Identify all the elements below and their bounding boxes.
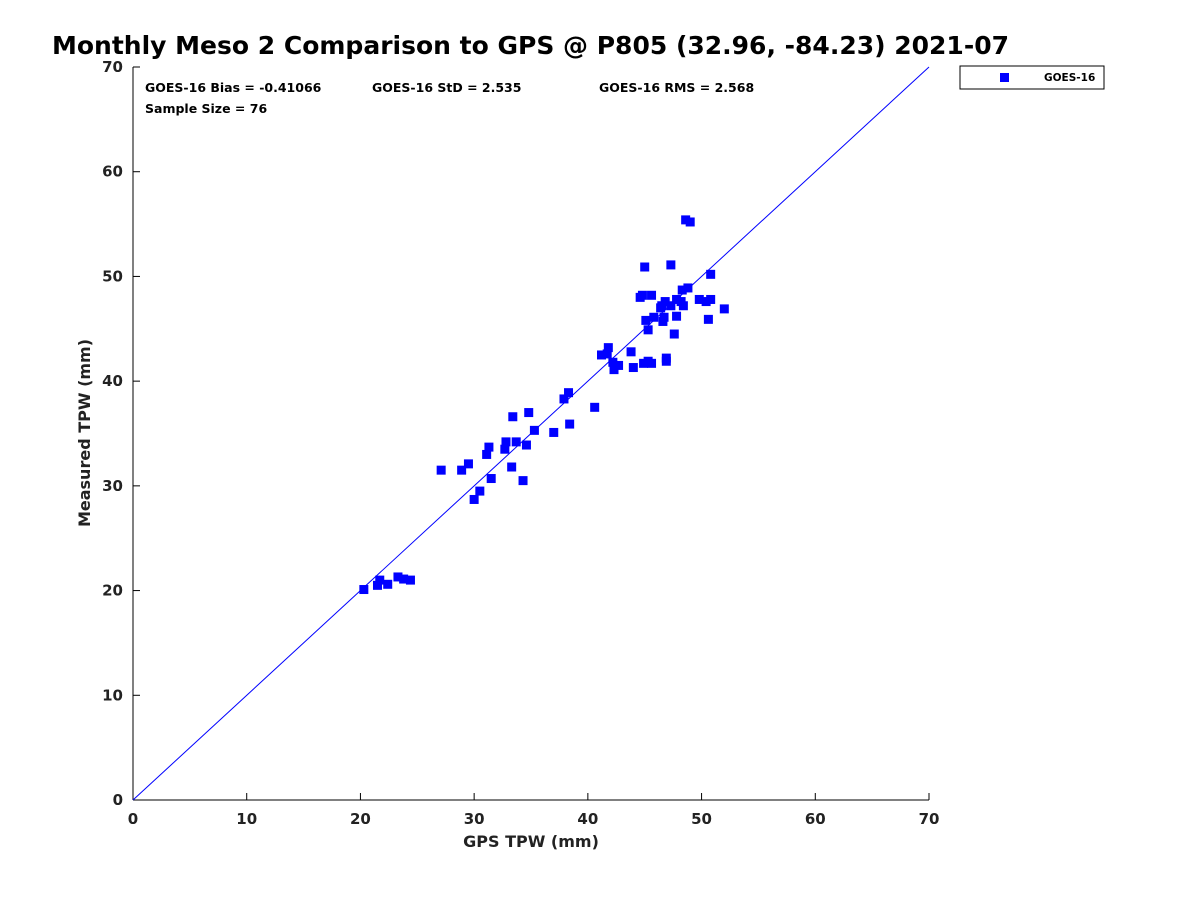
y-tick-label: 60: [102, 163, 123, 181]
data-point: [501, 437, 511, 447]
data-point: [706, 269, 716, 279]
data-point: [701, 297, 711, 307]
y-axis-label: Measured TPW (mm): [75, 339, 94, 527]
data-point: [661, 353, 671, 363]
data-point: [559, 394, 569, 404]
data-point: [457, 465, 467, 475]
data-point: [703, 314, 713, 324]
data-point: [672, 294, 682, 304]
legend-marker-square: [1000, 73, 1009, 82]
data-point: [475, 486, 485, 496]
legend-box: [959, 65, 1105, 90]
data-point: [564, 388, 574, 398]
data-point: [643, 325, 653, 335]
data-point: [482, 449, 492, 459]
y-tick-label: 10: [102, 686, 123, 704]
chart-title: Monthly Meso 2 Comparison to GPS @ P805 …: [52, 31, 1009, 60]
x-tick-label: 50: [691, 810, 712, 828]
x-tick-label: 70: [919, 810, 940, 828]
data-point: [603, 343, 613, 353]
data-point: [669, 329, 679, 339]
data-point: [614, 360, 624, 370]
data-point: [666, 301, 676, 311]
data-point: [518, 476, 528, 486]
x-tick-label: 10: [236, 810, 257, 828]
data-point: [672, 311, 682, 321]
x-tick-label: 20: [350, 810, 371, 828]
data-point: [500, 444, 510, 454]
stats-annotations: GOES-16 Bias = -0.41066 GOES-16 StD = 2.…: [145, 80, 754, 116]
data-point: [524, 408, 534, 418]
data-point: [694, 294, 704, 304]
data-point: [508, 412, 518, 422]
x-tick-label: 40: [577, 810, 598, 828]
data-point: [529, 425, 539, 435]
data-point: [719, 304, 729, 314]
data-point: [666, 260, 676, 270]
data-point: [602, 349, 612, 359]
y-tick-label: 20: [102, 582, 123, 600]
data-point: [486, 474, 496, 484]
data-point: [639, 358, 649, 368]
data-point: [484, 442, 494, 452]
data-point: [359, 585, 369, 595]
y-tick-label: 40: [102, 372, 123, 390]
data-point: [399, 574, 409, 584]
data-point: [641, 315, 651, 325]
data-point: [511, 437, 521, 447]
data-point: [628, 363, 638, 373]
data-point: [649, 312, 659, 322]
data-point: [706, 294, 716, 304]
stat-rms: GOES-16 RMS = 2.568: [599, 80, 754, 95]
stat-bias: GOES-16 Bias = -0.41066: [145, 80, 322, 95]
legend-label: GOES-16: [1044, 72, 1095, 84]
stat-std: GOES-16 StD = 2.535: [372, 80, 521, 95]
data-point: [640, 262, 650, 272]
x-tick-label: 0: [128, 810, 138, 828]
data-point: [681, 215, 691, 225]
data-point: [463, 459, 473, 469]
data-point: [608, 357, 618, 367]
x-axis-label: GPS TPW (mm): [463, 832, 599, 851]
data-point: [507, 462, 517, 472]
data-point: [590, 402, 600, 412]
data-point: [436, 465, 446, 475]
data-point: [660, 297, 670, 307]
legend: GOES-16: [959, 65, 1105, 90]
data-point: [393, 572, 403, 582]
data-point: [678, 301, 688, 311]
x-tick-label: 60: [805, 810, 826, 828]
y-tick-label: 70: [102, 58, 123, 76]
data-point: [372, 580, 382, 590]
data-point: [597, 350, 607, 360]
data-point: [521, 440, 531, 450]
data-point: [685, 217, 695, 227]
data-point: [647, 290, 657, 300]
data-point: [683, 283, 693, 293]
data-point: [549, 427, 559, 437]
y-tick-label: 50: [102, 267, 123, 285]
x-tick-label: 30: [464, 810, 485, 828]
data-point: [647, 358, 657, 368]
data-point: [659, 312, 669, 322]
data-point: [565, 419, 575, 429]
data-point: [383, 579, 393, 589]
data-point: [677, 285, 687, 295]
plot-area: 0 10 20 30 40 50 60 70 0 10 20 30 40 50 60 70: [102, 58, 939, 828]
data-point: [469, 494, 479, 504]
data-point: [626, 347, 636, 357]
y-tick-label: 0: [113, 791, 123, 809]
stat-sample-size: Sample Size = 76: [145, 101, 267, 116]
data-point: [375, 575, 385, 585]
data-point: [405, 575, 415, 585]
data-point: [609, 365, 619, 375]
data-point: [637, 290, 647, 300]
y-tick-label: 30: [102, 477, 123, 495]
